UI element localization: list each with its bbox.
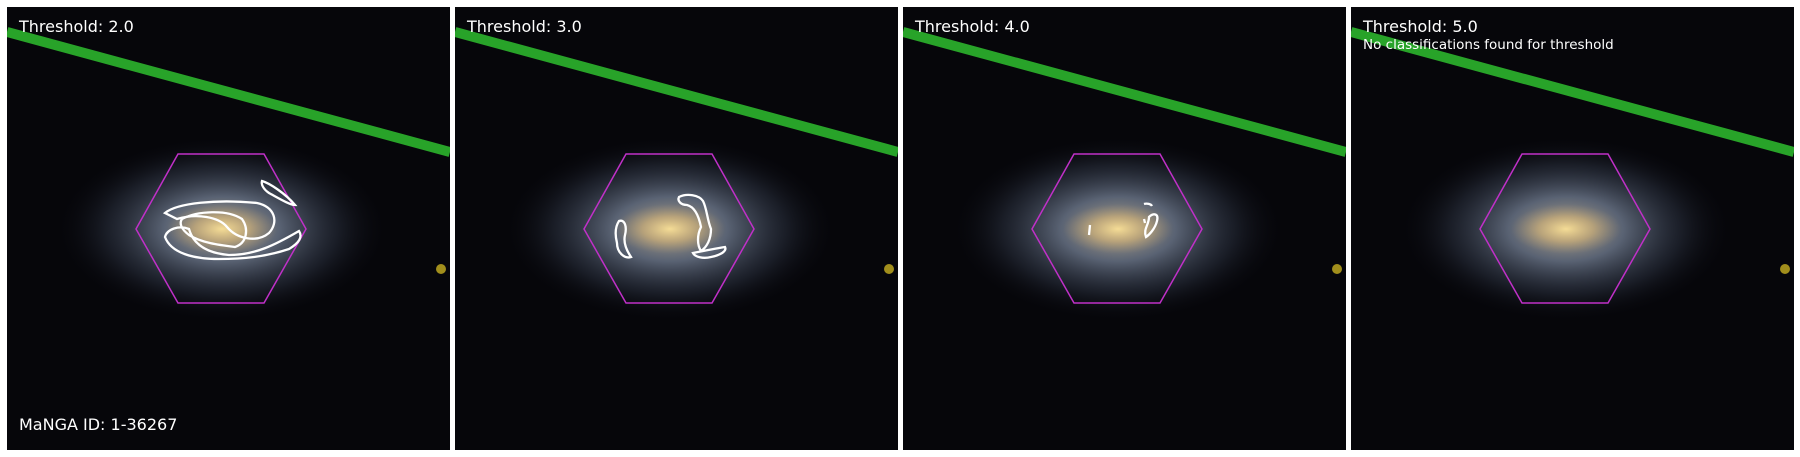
star bbox=[436, 264, 446, 274]
star bbox=[1780, 264, 1790, 274]
galaxy-image bbox=[7, 7, 450, 450]
panel-threshold-2: Threshold: 2.0 MaNGA ID: 1-36267 bbox=[7, 7, 450, 450]
galaxy-image bbox=[903, 7, 1346, 450]
ifu-hexagon bbox=[583, 153, 755, 304]
satellite-streak bbox=[903, 27, 1346, 157]
classification-contours bbox=[162, 179, 302, 261]
classification-contours bbox=[1087, 202, 1159, 239]
ifu-hexagon bbox=[1479, 153, 1651, 304]
star bbox=[884, 264, 894, 274]
satellite-streak bbox=[1351, 27, 1794, 157]
ifu-hexagon bbox=[135, 153, 307, 304]
panel-threshold-4: Threshold: 4.0 bbox=[903, 7, 1346, 450]
threshold-label: Threshold: 5.0 bbox=[1363, 17, 1478, 36]
threshold-label: Threshold: 3.0 bbox=[467, 17, 582, 36]
galaxy-core bbox=[1511, 204, 1621, 254]
threshold-label: Threshold: 2.0 bbox=[19, 17, 134, 36]
galaxy-core bbox=[1063, 204, 1173, 254]
galaxy-image bbox=[455, 7, 898, 450]
threshold-label: Threshold: 4.0 bbox=[915, 17, 1030, 36]
classification-contours bbox=[614, 193, 727, 259]
satellite-streak bbox=[7, 27, 450, 157]
manga-id-label: MaNGA ID: 1-36267 bbox=[19, 415, 178, 434]
panel-threshold-3: Threshold: 3.0 bbox=[455, 7, 898, 450]
satellite-streak bbox=[455, 27, 898, 157]
galaxy-core bbox=[615, 204, 725, 254]
star bbox=[1332, 264, 1342, 274]
panel-threshold-5: Threshold: 5.0 No classifications found … bbox=[1351, 7, 1794, 450]
ifu-hexagon bbox=[1031, 153, 1203, 304]
galaxy-image bbox=[1351, 7, 1794, 450]
no-classifications-note: No classifications found for threshold bbox=[1363, 37, 1614, 53]
